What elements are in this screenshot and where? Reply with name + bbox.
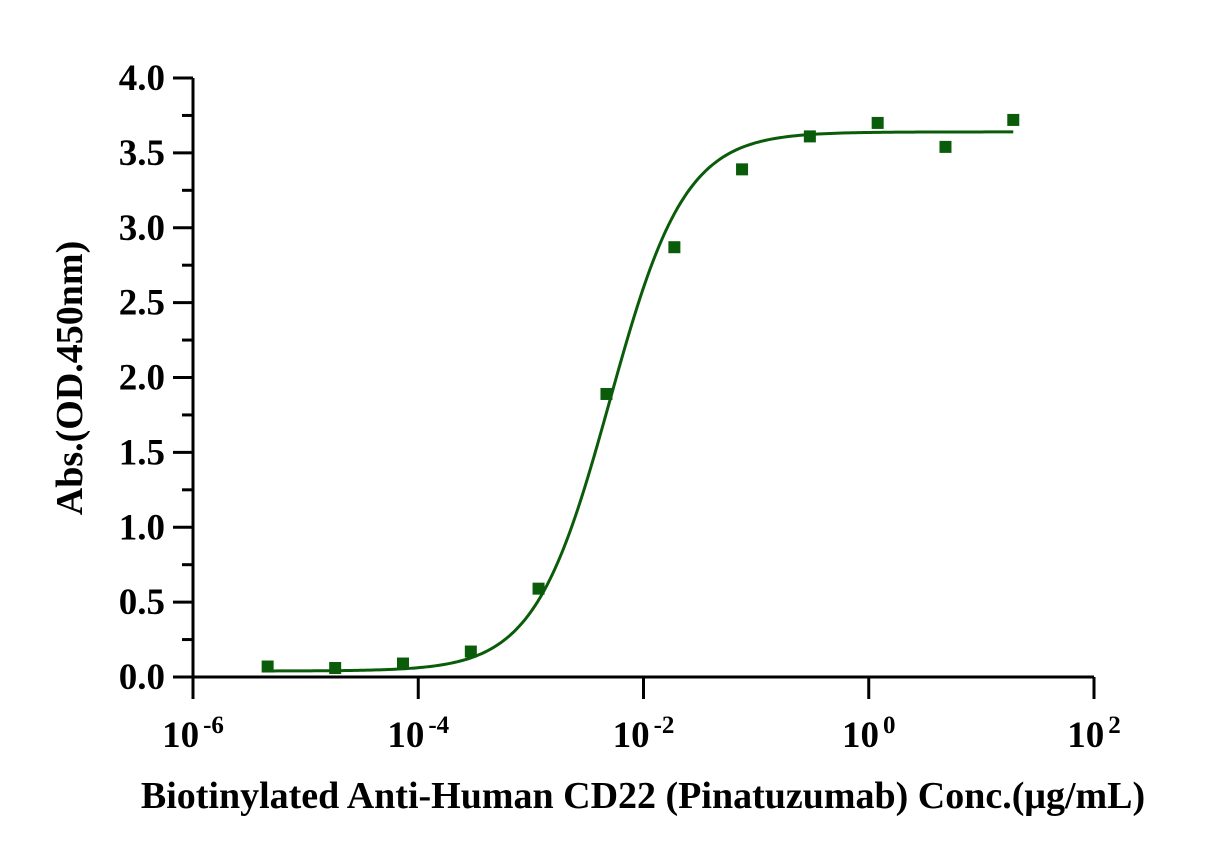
x-tick-label: 10 0 [842, 712, 896, 756]
data-point [668, 241, 681, 254]
x-axis-title: Biotinylated Anti-Human CD22 (Pinatuzuma… [141, 775, 1145, 817]
y-axis: 0.0 0.5 1.0 1.5 2.0 2.5 3.0 3.5 4.0 [119, 58, 195, 698]
y-tick-label: 4.0 [119, 58, 165, 99]
x-tick-label: 10 -6 [162, 712, 224, 756]
y-axis-title: Abs.(OD.450nm) [49, 241, 91, 515]
x-axis: 10 -6 10 -4 10 -2 10 0 10 2 [162, 675, 1121, 756]
y-tick-label: 2.0 [119, 358, 165, 399]
x-tick-label: 10 -2 [613, 712, 675, 756]
y-tick-label: 0.5 [119, 582, 165, 623]
y-tick-label: 0.0 [119, 657, 165, 698]
data-point [1007, 113, 1020, 126]
data-point [261, 660, 274, 673]
x-tick-label: 10 -4 [387, 712, 449, 756]
y-tick-label: 3.0 [119, 208, 165, 249]
y-tick-label: 3.5 [119, 133, 165, 174]
y-tick-label: 1.5 [119, 432, 165, 473]
data-point [600, 387, 613, 400]
data-point [803, 130, 816, 143]
data-point [464, 645, 477, 658]
y-tick-label: 2.5 [119, 283, 165, 324]
data-point [871, 116, 884, 129]
data-point [396, 657, 409, 670]
data-point [939, 140, 952, 153]
data-point [532, 582, 545, 595]
fit-curve [267, 130, 1014, 673]
plot-area [261, 113, 1020, 675]
data-point [329, 662, 342, 675]
data-point [736, 163, 749, 176]
y-tick-label: 1.0 [119, 507, 165, 548]
x-tick-label: 10 2 [1067, 712, 1121, 756]
